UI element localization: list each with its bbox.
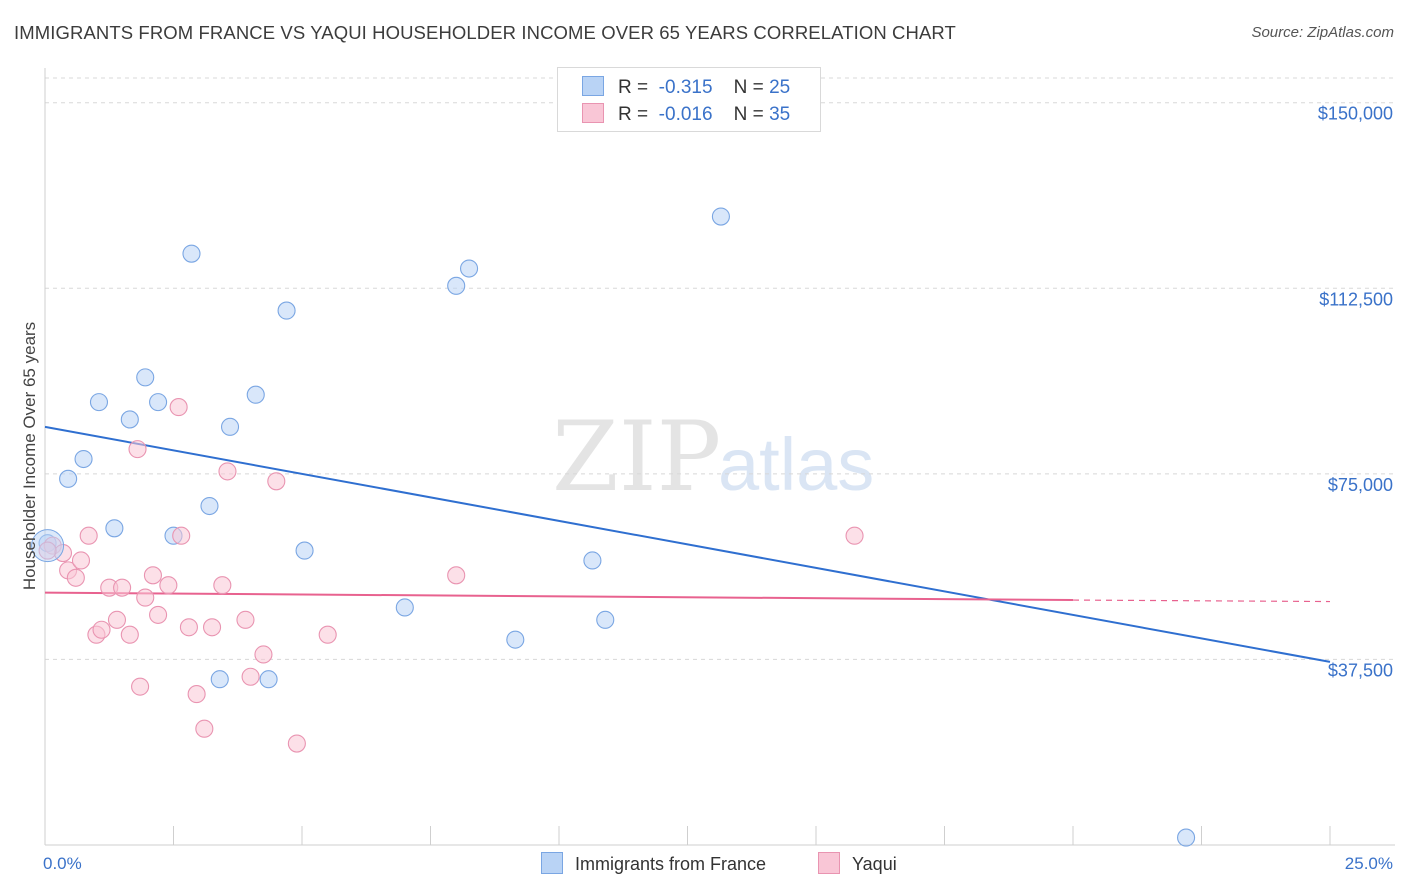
bottom-legend-france: Immigrants from France bbox=[541, 852, 766, 875]
point-yaqui bbox=[120, 625, 139, 644]
point-yaqui bbox=[149, 605, 168, 624]
point-yaqui bbox=[107, 610, 127, 629]
y-tick-label: $37,500 bbox=[1328, 660, 1393, 680]
point-yaqui bbox=[254, 645, 273, 664]
point-yaqui bbox=[318, 625, 337, 644]
point-yaqui bbox=[128, 440, 147, 459]
point-yaqui bbox=[213, 576, 232, 595]
point-yaqui bbox=[71, 551, 91, 570]
trend-line-france bbox=[44, 425, 1331, 663]
point-yaqui bbox=[267, 472, 286, 491]
point-france bbox=[277, 301, 296, 320]
point-yaqui bbox=[218, 462, 237, 481]
point-france bbox=[295, 541, 314, 560]
legend-swatch-yaqui bbox=[582, 103, 604, 123]
legend-row-yaqui: R = -0.016 N = 35 bbox=[582, 103, 790, 129]
legend-n-value: 25 bbox=[769, 77, 791, 98]
point-france bbox=[200, 496, 219, 516]
legend-r-label: R = bbox=[618, 104, 649, 125]
legend-r-value: -0.016 bbox=[658, 104, 713, 125]
y-tick-label: $150,000 bbox=[1318, 104, 1393, 124]
svg-text:ZIP: ZIP bbox=[552, 401, 721, 513]
legend-row-france: R = -0.315 N = 25 bbox=[582, 76, 790, 102]
point-yaqui bbox=[236, 610, 255, 629]
legend-n-label: N = bbox=[733, 77, 764, 98]
point-france bbox=[506, 630, 525, 649]
point-yaqui bbox=[159, 576, 178, 595]
source-note: Source: ZipAtlas.com bbox=[1251, 24, 1394, 41]
point-france bbox=[74, 449, 93, 469]
point-cluster bbox=[31, 529, 65, 563]
point-france bbox=[105, 519, 124, 538]
point-france bbox=[259, 670, 278, 689]
legend-n-value: 35 bbox=[769, 104, 791, 125]
point-yaqui bbox=[187, 685, 206, 704]
data-points bbox=[31, 207, 1196, 847]
y-axis-label: Householder Income Over 65 years bbox=[20, 322, 39, 590]
point-france bbox=[210, 670, 229, 689]
point-france bbox=[459, 259, 479, 278]
x-tick-label: 25.0% bbox=[1345, 854, 1393, 873]
point-france bbox=[89, 393, 109, 412]
point-yaqui bbox=[113, 578, 132, 597]
bottom-legend-yaqui: Yaqui bbox=[818, 852, 897, 875]
svg-text:atlas: atlas bbox=[718, 423, 874, 506]
y-tick-labels: $37,500 $75,000 $112,500 $150,000 bbox=[1318, 104, 1393, 681]
legend: R = -0.315 N = 25 R = -0.016 N = 35 bbox=[557, 67, 821, 132]
point-france bbox=[246, 385, 265, 404]
point-france bbox=[1177, 828, 1196, 847]
legend-r-label: R = bbox=[618, 77, 649, 98]
trend-line-yaqui bbox=[44, 591, 1074, 602]
point-france bbox=[711, 207, 730, 226]
point-france bbox=[395, 598, 414, 617]
y-tick-label: $112,500 bbox=[1319, 289, 1393, 309]
point-france bbox=[120, 410, 139, 429]
zipatlas-watermark: ZIP atlas bbox=[552, 401, 874, 513]
legend-swatch-france bbox=[582, 76, 604, 96]
point-yaqui bbox=[92, 620, 111, 639]
point-france bbox=[447, 276, 466, 295]
point-france bbox=[59, 469, 78, 488]
point-yaqui bbox=[131, 677, 150, 696]
bottom-swatch-france bbox=[541, 852, 563, 874]
trend-line-yaqui-extension bbox=[1072, 599, 1331, 603]
point-yaqui bbox=[845, 526, 864, 545]
point-yaqui bbox=[136, 588, 155, 607]
point-france bbox=[596, 610, 615, 629]
chart-title: IMMIGRANTS FROM FRANCE VS YAQUI HOUSEHOL… bbox=[14, 22, 956, 43]
point-yaqui bbox=[447, 566, 466, 585]
point-france bbox=[136, 368, 155, 387]
axes bbox=[44, 68, 1395, 846]
point-yaqui bbox=[179, 618, 198, 637]
gridlines bbox=[45, 77, 1395, 660]
y-tick-label: $75,000 bbox=[1328, 475, 1393, 495]
point-yaqui bbox=[169, 398, 188, 417]
point-yaqui bbox=[241, 667, 260, 686]
bottom-legend-label-france: Immigrants from France bbox=[575, 854, 767, 874]
point-yaqui bbox=[172, 526, 191, 545]
bottom-legend-label-yaqui: Yaqui bbox=[852, 854, 897, 874]
point-yaqui bbox=[203, 618, 222, 637]
legend-r-value: -0.315 bbox=[658, 77, 713, 98]
point-yaqui bbox=[79, 526, 98, 545]
point-yaqui bbox=[143, 566, 162, 585]
x-tick-labels: 0.0% 25.0% bbox=[43, 854, 1393, 873]
point-france bbox=[149, 393, 168, 412]
bottom-swatch-yaqui bbox=[818, 852, 840, 874]
point-france bbox=[182, 244, 201, 263]
point-france bbox=[583, 551, 602, 570]
point-yaqui bbox=[195, 719, 214, 738]
point-yaqui bbox=[287, 734, 306, 753]
legend-n-label: N = bbox=[733, 104, 764, 125]
x-tick-label: 0.0% bbox=[43, 854, 82, 873]
point-france bbox=[220, 417, 240, 436]
point-yaqui bbox=[66, 568, 85, 587]
trend-lines bbox=[44, 425, 1331, 663]
